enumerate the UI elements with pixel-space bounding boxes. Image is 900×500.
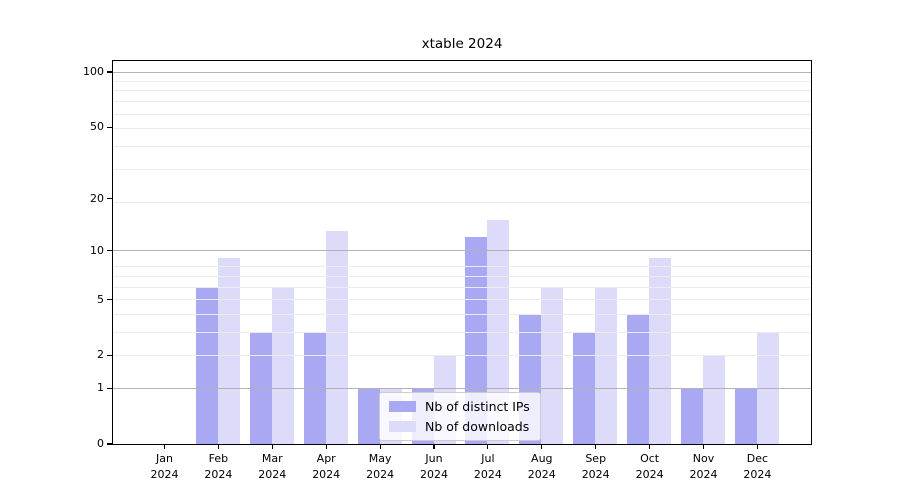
x-tick-mark: [325, 444, 327, 449]
y-tick-mark: [107, 443, 113, 445]
x-tick-mark: [271, 444, 273, 449]
x-tick-label: Nov 2024: [689, 452, 718, 481]
gridline-minor: [112, 169, 811, 171]
y-tick-mark: [107, 250, 113, 252]
x-tick-label: Feb 2024: [204, 452, 233, 481]
gridline-minor: [112, 146, 811, 148]
gridline-minor: [112, 72, 811, 74]
gridline-major: [112, 250, 811, 252]
bar-distinct-ips: [627, 313, 650, 444]
gridline-minor: [112, 299, 811, 301]
legend-label-downloads: Nb of downloads: [425, 419, 530, 434]
gridline-minor: [112, 128, 811, 130]
y-tick-label: 5: [97, 292, 104, 306]
legend-swatch-distinct-ips: [389, 401, 416, 412]
x-tick-mark: [433, 444, 435, 449]
y-tick-label: 2: [97, 348, 104, 362]
x-tick-label: Sep 2024: [581, 452, 610, 481]
x-tick-mark: [379, 444, 381, 449]
x-tick-label: Jul 2024: [473, 452, 502, 481]
y-tick-label: 20: [90, 191, 104, 205]
gridline-minor: [112, 313, 811, 315]
plot-area: [111, 59, 812, 445]
bar-downloads: [541, 286, 564, 444]
bar-downloads: [325, 230, 348, 444]
bar-distinct-ips: [681, 387, 703, 444]
x-tick-mark: [487, 444, 489, 449]
y-tick-mark: [107, 387, 113, 389]
gridline-minor: [112, 80, 811, 82]
gridline-minor: [112, 90, 811, 92]
y-tick-mark: [107, 71, 113, 73]
gridline-major: [112, 387, 811, 389]
y-tick-mark: [107, 299, 113, 301]
y-tick-mark: [107, 354, 113, 356]
y-tick-label: 10: [90, 243, 104, 257]
y-tick-label: 50: [90, 120, 104, 134]
legend-item-distinct-ips: Nb of distinct IPs: [389, 399, 530, 414]
x-tick-label: Oct 2024: [635, 452, 664, 481]
x-tick-label: Aug 2024: [527, 452, 556, 481]
bar-distinct-ips: [465, 236, 488, 444]
bar-downloads: [217, 257, 240, 444]
legend: Nb of distinct IPs Nb of downloads: [379, 392, 541, 441]
legend-swatch-downloads: [389, 421, 416, 432]
gridline-minor: [112, 275, 811, 277]
y-tick-mark: [107, 198, 113, 200]
chart-title: xtable 2024: [421, 36, 503, 52]
x-tick-label: May 2024: [366, 452, 395, 481]
y-tick-label: 100: [83, 65, 104, 78]
gridline-minor: [112, 286, 811, 288]
bar-distinct-ips: [734, 387, 757, 444]
legend-label-distinct-ips: Nb of distinct IPs: [425, 399, 530, 414]
gridline-minor: [112, 113, 811, 115]
y-tick-label: 0: [97, 437, 104, 450]
x-tick-label: Apr 2024: [312, 452, 341, 481]
gridline-major: [112, 71, 811, 73]
y-tick-mark: [107, 126, 113, 128]
gridline-minor: [112, 354, 811, 356]
y-tick-label: 1: [97, 381, 104, 395]
bar-downloads: [271, 286, 294, 444]
x-tick-mark: [541, 444, 543, 449]
x-tick-mark: [649, 444, 651, 449]
gridline-minor: [112, 202, 811, 203]
x-tick-mark: [702, 444, 705, 449]
bar-downloads: [649, 257, 672, 444]
x-tick-mark: [217, 444, 219, 449]
bar-distinct-ips: [195, 286, 218, 444]
gridline-minor: [112, 266, 811, 268]
bar-downloads: [703, 354, 725, 444]
x-tick-label: Mar 2024: [258, 452, 287, 481]
x-tick-label: Jun 2024: [420, 452, 448, 481]
gridline-minor: [112, 331, 811, 333]
x-tick-mark: [595, 444, 597, 449]
gridline-minor: [112, 101, 811, 102]
x-tick-label: Jan 2024: [150, 452, 179, 481]
bar-distinct-ips: [357, 387, 380, 444]
x-tick-mark: [756, 444, 758, 449]
legend-item-downloads: Nb of downloads: [389, 419, 530, 434]
x-tick-label: Dec 2024: [743, 452, 772, 481]
bar-downloads: [595, 286, 618, 444]
x-tick-mark: [163, 444, 166, 449]
